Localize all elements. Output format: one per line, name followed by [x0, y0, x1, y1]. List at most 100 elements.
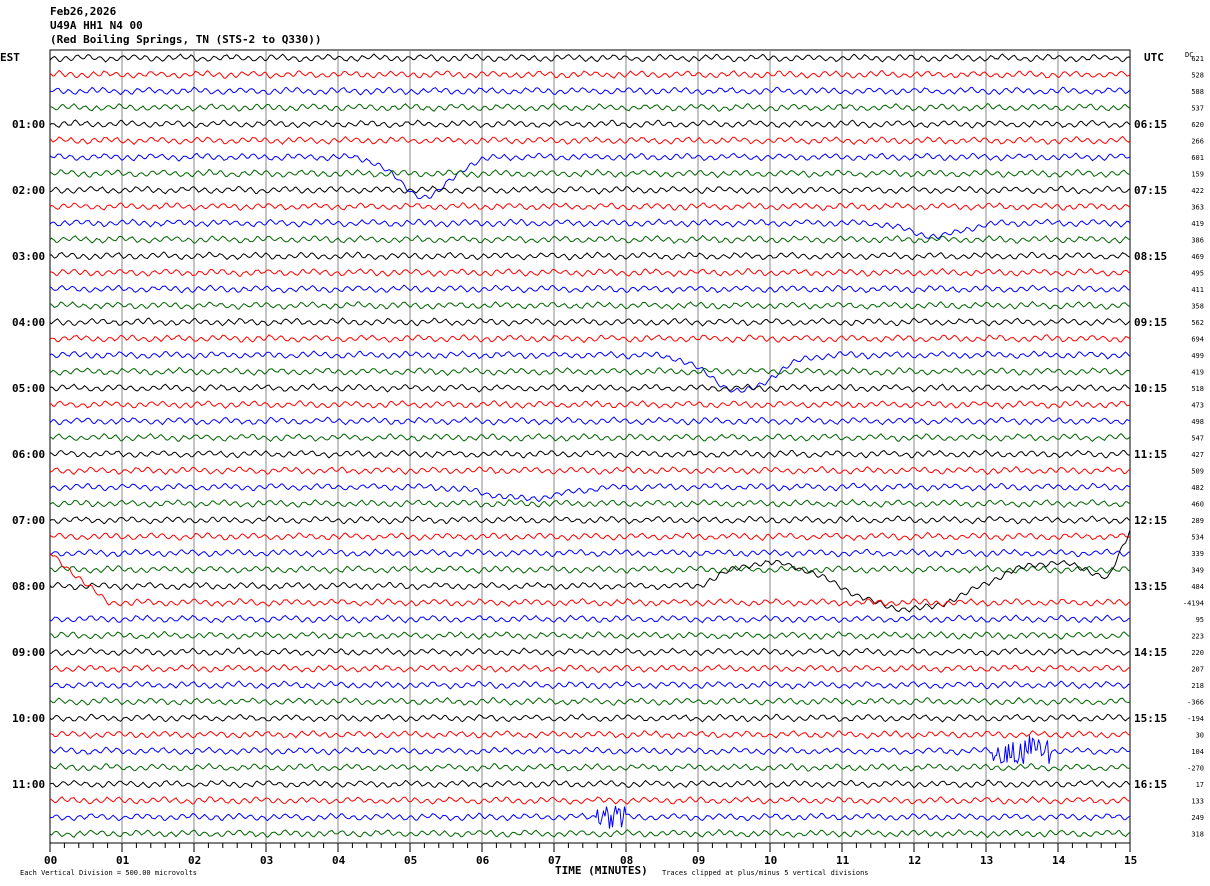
trace-line: [49, 449, 1131, 459]
utc-label: UTC: [1144, 51, 1164, 64]
x-tick-label: 10: [764, 854, 777, 867]
trace-line: [49, 350, 1131, 393]
trace-line: [49, 779, 1131, 789]
utc-hour-label: 08:15: [1134, 250, 1167, 263]
dc-offset-label: 419: [1191, 220, 1204, 228]
dc-offset-label: 249: [1191, 814, 1204, 822]
trace-line: [49, 828, 1131, 839]
dc-offset-label: 562: [1191, 319, 1204, 327]
dc-offset-label: 484: [1191, 583, 1204, 591]
dc-offset-label: 499: [1191, 352, 1204, 360]
dc-offset-label: 601: [1191, 154, 1204, 162]
scale-note: Each Vertical Division = 500.00 microvol…: [20, 869, 197, 877]
plot-frame: [49, 49, 1131, 844]
est-hour-label: 05:00: [12, 382, 45, 395]
trace-line: [49, 267, 1131, 278]
trace-line: [49, 185, 1131, 195]
trace-line: [49, 548, 1131, 558]
dc-offset-label: 621: [1191, 55, 1204, 63]
trace-line: [49, 432, 1131, 442]
trace-line: [49, 102, 1131, 112]
trace-line: [49, 529, 1131, 613]
utc-hour-label: 09:15: [1134, 316, 1167, 329]
est-hour-label: 10:00: [12, 712, 45, 725]
dc-offset-label: -194: [1187, 715, 1204, 723]
est-hour-label: 01:00: [12, 118, 45, 131]
x-tick-label: 05: [404, 854, 417, 867]
clip-note: Traces clipped at plus/minus 5 vertical …: [662, 869, 869, 877]
trace-line: [49, 383, 1131, 393]
dc-offset-label: 419: [1191, 369, 1204, 377]
dc-label: DC: [1185, 51, 1193, 59]
x-tick-label: 06: [476, 854, 490, 867]
dc-offset-label: 386: [1191, 237, 1204, 245]
trace-line: [50, 730, 1131, 739]
dc-offset-label: 469: [1191, 253, 1204, 261]
dc-offset-label: 537: [1191, 105, 1204, 113]
utc-hour-label: 12:15: [1134, 514, 1167, 527]
trace-line: [49, 713, 1131, 723]
x-tick-label: 01: [116, 854, 130, 867]
utc-hour-label: 11:15: [1134, 448, 1167, 461]
dc-offset-label: 694: [1191, 336, 1204, 344]
x-tick-label: 02: [188, 854, 201, 867]
trace-line: [49, 334, 1131, 344]
trace-line: [49, 119, 1131, 129]
x-axis-title: TIME (MINUTES): [555, 864, 648, 877]
dc-offset-label: 422: [1191, 187, 1204, 195]
trace-line: [49, 69, 1131, 79]
trace-line: [49, 300, 1131, 310]
trace-line: [49, 135, 1131, 146]
trace-line: [49, 218, 1131, 240]
dc-offset-label: 498: [1191, 418, 1204, 426]
location-label: (Red Boiling Springs, TN (STS-2 to Q330)…: [50, 33, 322, 46]
est-hour-label: 07:00: [12, 514, 45, 527]
trace-line: [49, 168, 1131, 179]
dc-offset-label: 358: [1191, 303, 1204, 311]
trace-line: [49, 762, 1130, 772]
x-tick-label: 03: [260, 854, 273, 867]
dc-offset-label: 509: [1191, 468, 1204, 476]
dc-offset-label: 339: [1191, 550, 1204, 558]
trace-line: [49, 498, 1131, 508]
dc-offset-label: 266: [1191, 138, 1204, 146]
x-tick-label: 08: [620, 854, 633, 867]
trace-line: [49, 565, 1131, 574]
x-tick-label: 09: [692, 854, 705, 867]
est-hour-label: 08:00: [12, 580, 45, 593]
trace-line: [49, 366, 1131, 377]
trace-line: [50, 647, 1130, 657]
dc-offset-label: 318: [1191, 831, 1204, 839]
trace-line: [49, 284, 1131, 294]
x-tick-label: 04: [332, 854, 346, 867]
dc-offset-label: 207: [1191, 666, 1204, 674]
trace-line: [49, 482, 1131, 503]
trace-line: [49, 416, 1131, 426]
dc-offset-label: -366: [1187, 699, 1204, 707]
est-hour-label: 11:00: [12, 778, 45, 791]
dc-offset-label: 482: [1191, 484, 1204, 492]
trace-line: [49, 795, 1131, 805]
dc-offset-label: 104: [1191, 748, 1204, 756]
dc-offset-label: 17: [1196, 781, 1204, 789]
dc-offset-label: 159: [1191, 171, 1204, 179]
est-hour-label: 03:00: [12, 250, 45, 263]
dc-offset-label: 30: [1196, 732, 1204, 740]
trace-line: [49, 202, 1131, 211]
x-tick-label: 11: [836, 854, 850, 867]
utc-hour-label: 07:15: [1134, 184, 1167, 197]
dc-offset-label: 588: [1191, 88, 1204, 96]
trace-line: [49, 53, 1131, 63]
trace-line: [49, 86, 1131, 96]
dc-offset-label: 223: [1191, 633, 1204, 641]
date-label: Feb26,2026: [50, 5, 117, 18]
trace-line: [49, 515, 1131, 525]
est-hour-label: 04:00: [12, 316, 45, 329]
x-tick-label: 14: [1052, 854, 1066, 867]
trace-line: [49, 614, 1131, 624]
utc-hour-label: 15:15: [1134, 712, 1167, 725]
trace-line: [49, 531, 1131, 542]
trace-line: [49, 663, 1131, 673]
